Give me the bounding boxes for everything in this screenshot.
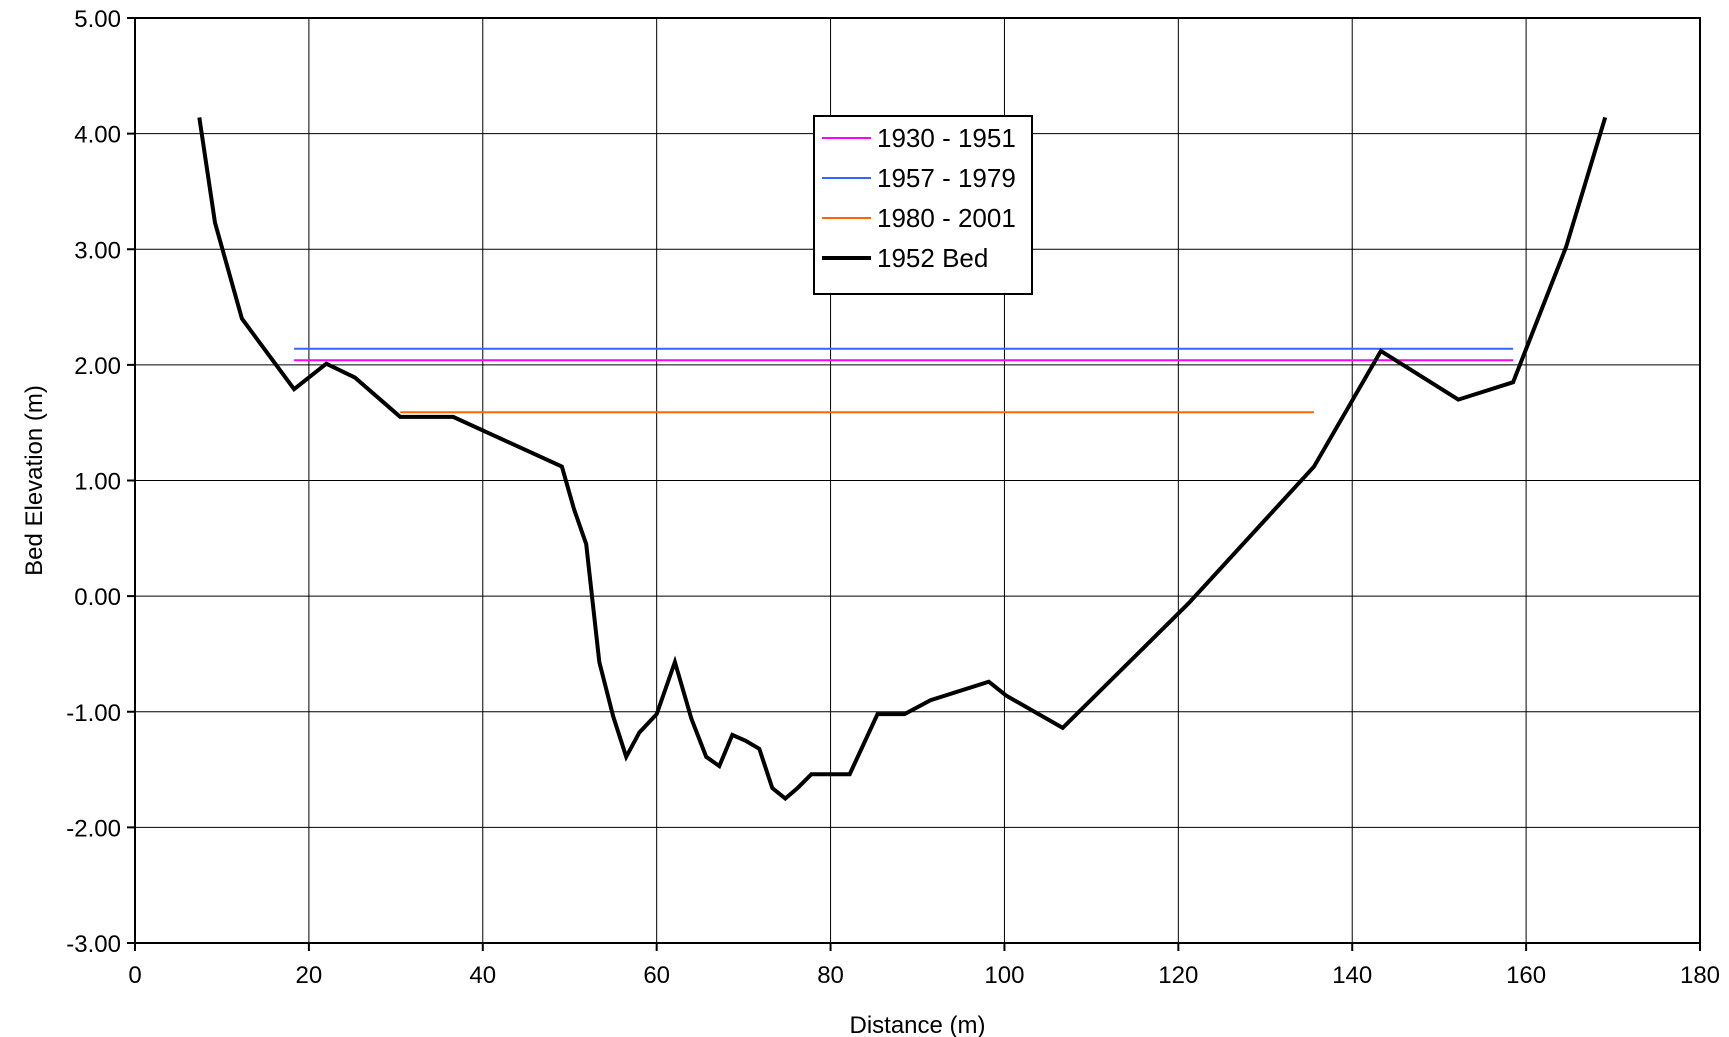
axis-ticks: 0 20 40 60 80 100 120 140 160 180 -3.00 -2.00 -1.00 0… — [66, 6, 1720, 989]
x-tick-label: 180 — [1680, 962, 1720, 989]
legend-entry-label: 1952 Bed — [877, 243, 988, 273]
x-tick-label: 20 — [296, 962, 323, 989]
series-lines — [197, 116, 1608, 802]
x-tick-label: 140 — [1332, 962, 1372, 989]
legend-box — [813, 115, 1033, 295]
y-tick-label: 3.00 — [74, 237, 121, 264]
legend-entry-label: 1980 - 2001 — [877, 203, 1016, 233]
x-tick-label: 120 — [1158, 962, 1198, 989]
x-tick-label: 60 — [643, 962, 670, 989]
legend-entry-label: 1930 - 1951 — [877, 123, 1016, 153]
x-tick-label: 100 — [984, 962, 1024, 989]
series-line-1952-bed — [197, 116, 1608, 802]
x-tick-label: 80 — [817, 962, 844, 989]
x-axis-title: Distance (m) — [849, 1012, 985, 1037]
legend: 1930 - 1951 1957 - 1979 1980 - 2001 1952 Be… — [813, 115, 1033, 295]
y-tick-label: 1.00 — [74, 469, 121, 496]
legend-entry-label: 1957 - 1979 — [877, 163, 1016, 193]
y-tick-label: 4.00 — [74, 122, 121, 149]
y-tick-label: -2.00 — [66, 815, 121, 842]
y-tick-label: 5.00 — [74, 6, 121, 33]
x-tick-label: 0 — [128, 962, 141, 989]
y-axis-title: Bed Elevation (m) — [21, 385, 48, 576]
y-tick-label: -3.00 — [66, 931, 121, 958]
y-tick-label: -1.00 — [66, 700, 121, 727]
x-tick-label: 160 — [1506, 962, 1546, 989]
y-tick-label: 2.00 — [74, 353, 121, 380]
x-tick-label: 40 — [469, 962, 496, 989]
y-tick-label: 0.00 — [74, 584, 121, 611]
